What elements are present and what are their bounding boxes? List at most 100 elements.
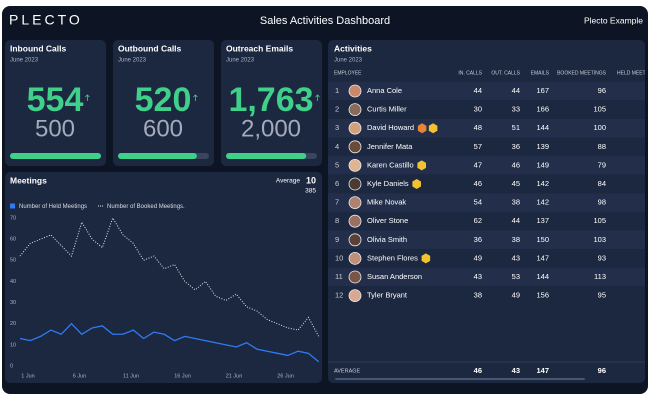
account: Plecto Example xyxy=(584,15,643,25)
employee-name: Stephen Flores xyxy=(367,253,418,262)
kpi-period: June 2023 xyxy=(118,58,147,64)
row-bg xyxy=(328,100,645,119)
x-tick-label: 21 Jun xyxy=(226,373,243,379)
cell: 49 xyxy=(512,291,520,300)
cell: 46 xyxy=(512,160,520,169)
rank: 5 xyxy=(335,160,339,169)
cell: 105 xyxy=(593,216,606,225)
kpi-period: June 2023 xyxy=(226,58,255,64)
cell: 142 xyxy=(536,179,549,188)
avatar xyxy=(348,270,362,284)
employee-name: Karen Castillo xyxy=(367,160,414,169)
row-bg xyxy=(328,230,645,250)
cell: 113 xyxy=(594,272,606,281)
badge xyxy=(412,179,421,189)
table: EMPLOYEE IN. CALLS OUT. CALLS EMAILS BOOKED … xyxy=(328,70,647,380)
cell: 36 xyxy=(474,235,482,244)
rank: 9 xyxy=(335,235,339,244)
avatar xyxy=(348,84,362,98)
employee-name: David Howard xyxy=(367,123,414,132)
cell: 166 xyxy=(536,105,549,114)
kpi-title: Outreach Emails xyxy=(226,43,293,53)
avatar xyxy=(348,233,362,247)
employee-name: Olivia Smith xyxy=(367,235,407,244)
avatar xyxy=(348,121,362,135)
line-0 xyxy=(19,322,320,363)
rank: 11 xyxy=(335,272,343,281)
kpi-title: Inbound Calls xyxy=(10,43,66,53)
row-bg xyxy=(328,267,645,287)
cell: 79 xyxy=(598,160,606,169)
kpi-period: June 2023 xyxy=(10,58,39,64)
column-header: EMAILS xyxy=(531,70,550,76)
cell: 142 xyxy=(536,198,549,207)
cell: 96 xyxy=(598,86,606,95)
cell: 144 xyxy=(536,272,549,281)
cell: 38 xyxy=(512,198,520,207)
cell: 144 xyxy=(536,123,549,132)
average-cell: 46 xyxy=(474,366,482,375)
up-arrow xyxy=(315,94,320,101)
x-tick-label: 6 Jun xyxy=(73,373,86,379)
cell: 33 xyxy=(512,105,520,114)
kpi-value: 1,763 xyxy=(228,81,313,119)
up-arrow xyxy=(85,94,90,101)
row-bg xyxy=(328,156,645,175)
title: Sales Activities Dashboard xyxy=(260,15,390,27)
rank: 6 xyxy=(335,179,339,188)
row-bg xyxy=(328,137,645,157)
cell: 88 xyxy=(598,142,606,151)
up-arrow xyxy=(193,94,198,101)
column-header: EMPLOYEE xyxy=(334,70,362,76)
average: 10 xyxy=(306,175,316,185)
cell: 62 xyxy=(474,216,482,225)
progress-bar xyxy=(10,153,101,159)
rank: 4 xyxy=(335,142,339,151)
average-cell: 96 xyxy=(598,366,606,375)
cell: 54 xyxy=(474,198,482,207)
rank: 1 xyxy=(335,86,339,95)
activities-title: Activities xyxy=(334,43,372,53)
kpi-value: 520 xyxy=(135,81,192,119)
avatar xyxy=(348,140,362,154)
meetings-card xyxy=(5,172,322,383)
cell: 36 xyxy=(512,142,520,151)
avatar xyxy=(348,289,362,303)
y-tick-label: 50 xyxy=(10,258,16,264)
average-label: Average xyxy=(276,178,300,185)
cell: 93 xyxy=(598,253,606,262)
x-tick-label: 11 Jun xyxy=(123,373,139,379)
progress-bar xyxy=(226,153,307,159)
row-bg xyxy=(328,193,645,212)
activities-period: June 2023 xyxy=(334,58,363,64)
cell: 38 xyxy=(512,235,520,244)
cell: 45 xyxy=(512,179,520,188)
row-bg xyxy=(328,286,645,305)
cell: 98 xyxy=(598,198,606,207)
x-tick-label: 1 Jun xyxy=(21,373,34,379)
avatar xyxy=(348,196,362,210)
kpi-value: 554 xyxy=(27,81,84,119)
column-header: OUT. CALLS xyxy=(491,70,520,76)
legend-label: Number of Held Meetings xyxy=(19,204,87,210)
average-cell: 147 xyxy=(536,366,549,375)
cell: 44 xyxy=(474,86,482,95)
y-tick-label: 60 xyxy=(10,237,16,243)
employee-name: Curtis Miller xyxy=(367,105,407,114)
progress-bar xyxy=(118,153,197,159)
kpi-title: Outbound Calls xyxy=(118,43,182,53)
column-header: HELD MEETI xyxy=(617,70,647,76)
average-label: AVERAGE xyxy=(334,368,361,374)
kpi-target: 2,000 xyxy=(241,115,301,142)
legend-label: Number of Booked Meetings. xyxy=(107,204,185,210)
employee-name: Mike Novak xyxy=(367,198,406,207)
total: 385 xyxy=(305,188,316,195)
cell: 137 xyxy=(536,216,549,225)
average-cell: 43 xyxy=(512,366,520,375)
rank: 2 xyxy=(335,105,339,114)
cell: 53 xyxy=(512,272,520,281)
column-header: BOOKED MEETINGS xyxy=(557,70,607,76)
cell: 38 xyxy=(474,291,482,300)
